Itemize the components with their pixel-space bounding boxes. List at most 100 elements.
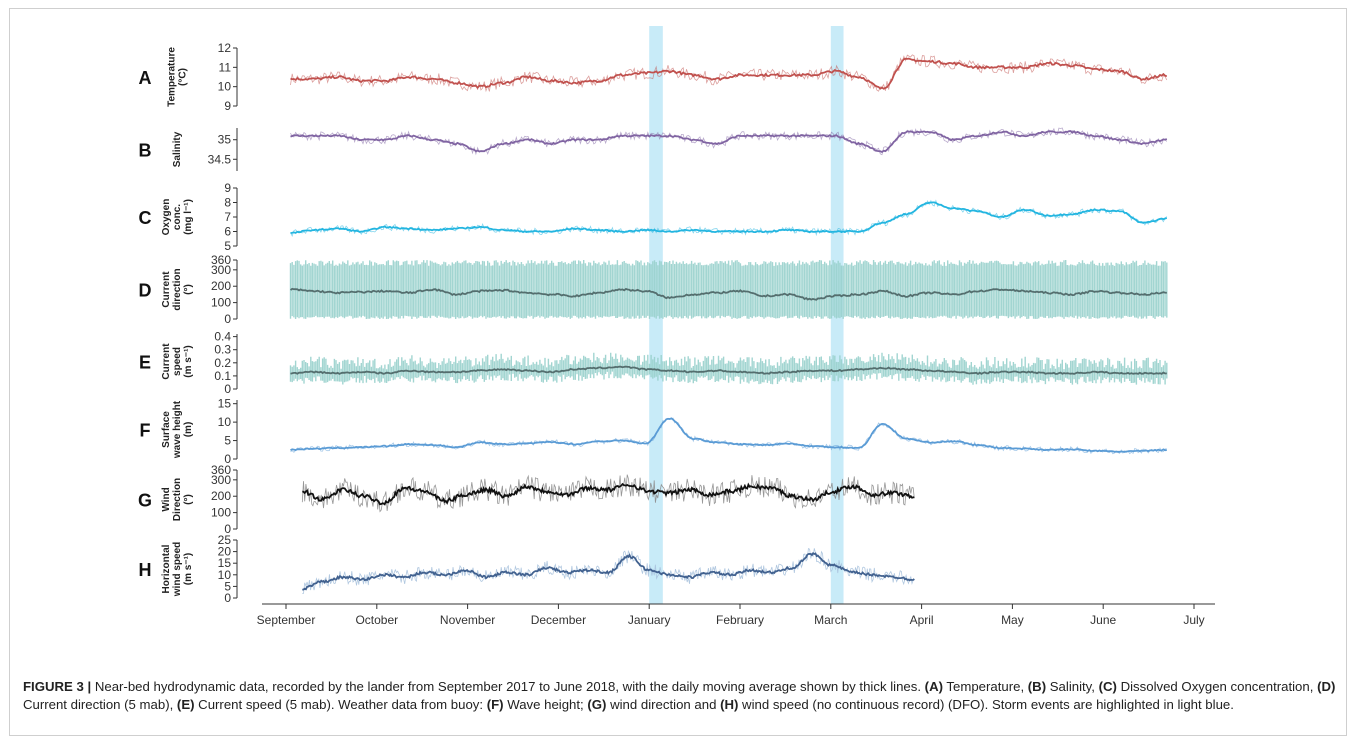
y-axis-label: Temperature(°C) [167, 47, 189, 107]
y-tick-label: 8 [224, 196, 231, 210]
caption-text-6: Current speed (5 mab). Weather data from… [194, 696, 487, 712]
y-tick-label: 10 [218, 568, 232, 582]
y-axis-label: WindDirection(°) [161, 478, 194, 521]
caption-ref-d: (D) [1317, 679, 1336, 694]
panel-f: F Surfacewave height(m) 0 5 10 15 [140, 397, 1167, 466]
raw-series [290, 417, 1167, 455]
y-axis-label-line: Current [161, 343, 172, 380]
caption-ref-g: (G) [587, 696, 607, 712]
x-tick-label: March [814, 613, 847, 627]
y-axis-label-line: Salinity [172, 131, 183, 167]
raw-series [302, 548, 915, 594]
y-axis-label-line: Wind [161, 487, 172, 511]
caption-ref-b: (B) [1027, 679, 1047, 694]
y-tick-label: 15 [218, 397, 232, 411]
panel-letter: H [139, 560, 152, 580]
y-axis-label: Oxygenconc.(mg l⁻¹) [161, 199, 194, 236]
smoothed-series [289, 287, 1167, 301]
y-tick-label: 9 [224, 181, 231, 195]
x-tick-label: February [716, 613, 764, 627]
y-axis-label-line: (°C) [178, 68, 189, 86]
caption-text-3: Salinity, [1046, 679, 1099, 694]
raw-series [290, 127, 1168, 156]
y-axis-label-line: Current [161, 271, 172, 308]
y-tick-label: 360 [211, 463, 231, 477]
y-axis-label-line: (m s⁻¹) [183, 553, 194, 586]
panel-letter: D [139, 281, 152, 301]
x-tick-label: July [1183, 613, 1204, 627]
x-tick-label: June [1090, 613, 1116, 627]
x-tick-label: January [628, 613, 671, 627]
y-tick-label: 0.1 [214, 369, 231, 383]
caption-text-4: Dissolved Oxygen concentration, [1116, 679, 1318, 694]
y-axis-label-line: wind speed [172, 542, 183, 597]
x-tick-label: September [257, 613, 316, 627]
y-axis-label-line: Surface [161, 411, 172, 448]
y-axis-label-line: (°) [183, 284, 194, 295]
y-tick-label: 360 [211, 253, 231, 267]
smoothed-series [290, 57, 1168, 90]
y-axis-label-line: (m) [183, 422, 194, 438]
y-tick-label: 34.5 [208, 152, 232, 166]
y-tick-label: 20 [218, 545, 232, 559]
y-axis-label-line: direction [172, 268, 183, 310]
panel-b: B Salinity 34.5 35 [139, 127, 1168, 171]
caption-text-8: wind direction and [606, 696, 721, 712]
x-tick-label: October [355, 613, 398, 627]
y-tick-label: 0 [224, 591, 231, 605]
y-axis-label-line: (°) [183, 494, 194, 505]
y-tick-label: 200 [211, 489, 231, 503]
y-tick-label: 0.4 [214, 330, 231, 344]
y-axis-label: Horizontalwind speed(m s⁻¹) [161, 542, 194, 597]
x-tick-label: November [440, 613, 495, 627]
y-axis-label-line: Oxygen [161, 199, 172, 236]
caption-ref-c: (C) [1098, 679, 1117, 694]
y-tick-label: 0 [224, 452, 231, 466]
caption-ref-a: (A) [924, 679, 943, 694]
y-tick-label: 9 [224, 99, 231, 113]
caption-figure-label: FIGURE 3 | [23, 679, 92, 694]
smoothed-series [290, 201, 1168, 235]
y-axis-label: Salinity [172, 131, 183, 167]
x-tick-label: December [531, 613, 586, 627]
y-tick-label: 10 [218, 80, 232, 94]
y-axis-label-line: (m s⁻¹) [183, 345, 194, 378]
y-tick-label: 5 [224, 239, 231, 253]
y-axis-label-line: speed [172, 347, 183, 376]
raw-series-band [289, 352, 1168, 385]
y-axis-label: Currentdirection(°) [161, 268, 194, 310]
panel-letter: G [138, 491, 152, 511]
y-tick-label: 35 [218, 133, 232, 147]
caption-ref-h: (H) [720, 696, 739, 712]
smoothed-series [290, 365, 1167, 376]
y-tick-label: 6 [224, 225, 231, 239]
caption-text-9: wind speed (no continuous record) (DFO).… [738, 696, 1234, 712]
y-axis-label-line: Horizontal [161, 544, 172, 593]
panel-letter: A [139, 68, 152, 88]
y-tick-label: 25 [218, 533, 232, 547]
y-tick-label: 7 [224, 210, 231, 224]
y-tick-label: 10 [218, 415, 232, 429]
raw-series [301, 474, 915, 513]
y-tick-label: 0 [224, 382, 231, 396]
figure-frame [9, 8, 1347, 736]
caption-text-7: Wave height; [503, 696, 588, 712]
x-tick-label: April [910, 613, 934, 627]
smoothed-series [302, 551, 915, 591]
y-tick-label: 0 [224, 312, 231, 326]
y-tick-label: 100 [211, 506, 231, 520]
y-tick-label: 11 [219, 60, 232, 74]
y-axis-label-line: (mg l⁻¹) [183, 199, 194, 235]
y-axis-label-line: wave height [172, 400, 183, 459]
y-axis-label-line: Direction [172, 478, 183, 521]
y-tick-label: 0.3 [214, 343, 231, 357]
y-tick-label: 0.2 [214, 356, 231, 370]
caption-ref-e: (E) [176, 696, 195, 712]
figure-caption: FIGURE 3 | Near-bed hydrodynamic data, r… [23, 678, 1339, 713]
y-tick-label: 300 [211, 473, 231, 487]
y-tick-label: 200 [211, 279, 231, 293]
y-tick-label: 300 [211, 263, 231, 277]
